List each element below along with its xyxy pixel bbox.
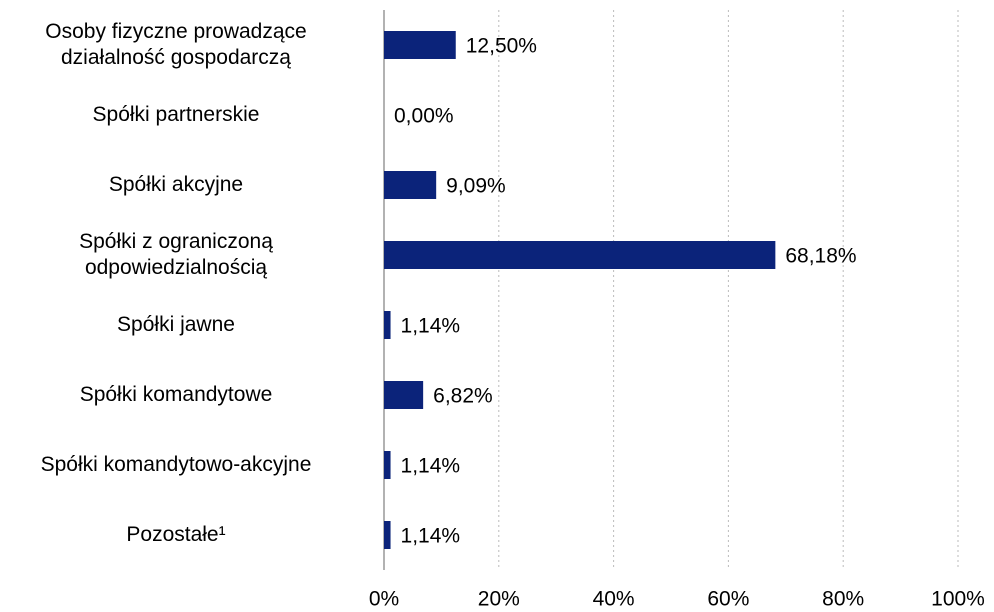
category-label: Osoby fizyczne prowadzące działalność go… (45, 20, 307, 69)
value-label: 1,14% (401, 525, 461, 548)
value-label: 68,18% (785, 245, 856, 268)
bar (384, 171, 437, 199)
value-label: 1,14% (401, 455, 461, 478)
x-tick-label: 20% (478, 588, 520, 611)
bar (384, 241, 776, 269)
category-label: Pozostałe¹ (126, 523, 226, 546)
category-label: Spółki komandytowe (79, 383, 273, 406)
bar (384, 31, 456, 59)
bar (384, 521, 391, 549)
x-tick-label: 60% (707, 588, 749, 611)
category-label: Spółki z ograniczoną odpowiedzialnością (79, 230, 273, 279)
bar (384, 311, 391, 339)
category-label: Spółki jawne (117, 313, 235, 336)
x-tick-label: 0% (369, 588, 399, 611)
x-tick-label: 100% (931, 588, 985, 611)
x-tick-label: 40% (593, 588, 635, 611)
bar (384, 451, 391, 479)
value-label: 0,00% (394, 105, 454, 128)
category-label: Spółki partnerskie (92, 103, 260, 126)
value-label: 12,50% (466, 35, 537, 58)
category-label: Spółki komandytowo-akcyjne (40, 453, 312, 476)
value-label: 6,82% (433, 385, 493, 408)
value-label: 1,14% (401, 315, 461, 338)
value-label: 9,09% (446, 175, 506, 198)
x-tick-label: 80% (822, 588, 864, 611)
bar (384, 381, 424, 409)
category-label: Spółki akcyjne (108, 173, 244, 196)
